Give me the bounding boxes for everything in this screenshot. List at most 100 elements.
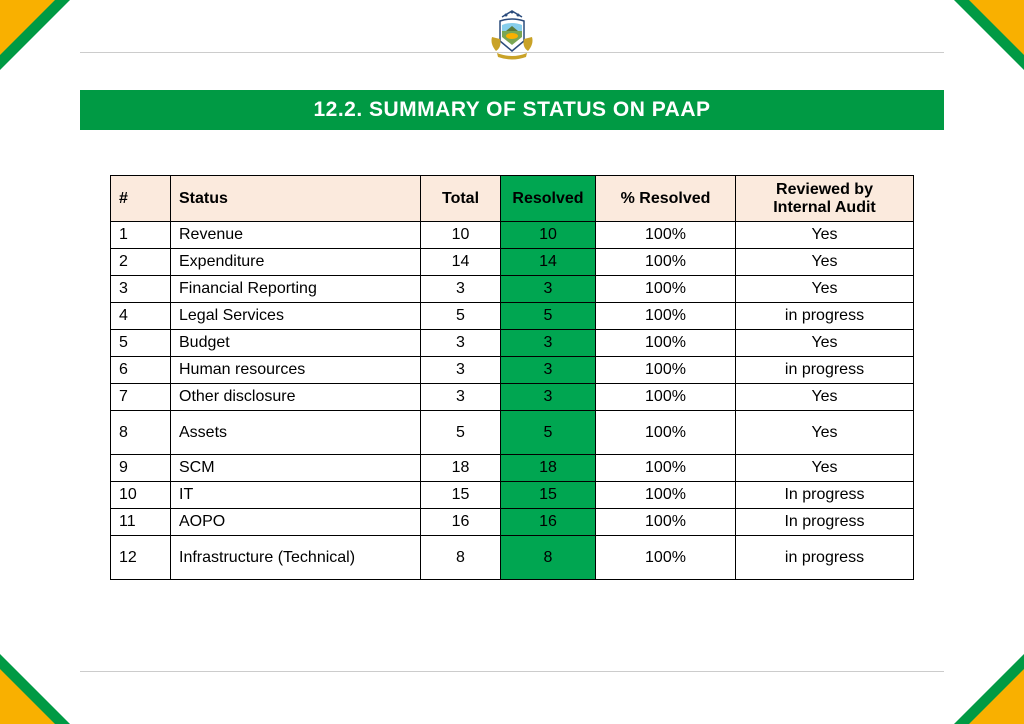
section-title: 12.2. SUMMARY OF STATUS ON PAAP xyxy=(313,98,710,122)
table-cell: 3 xyxy=(501,384,596,411)
table-cell: 8 xyxy=(421,536,501,580)
bottom-divider xyxy=(80,671,944,672)
table-row: 8Assets55100%Yes xyxy=(111,411,914,455)
section-title-bar: 12.2. SUMMARY OF STATUS ON PAAP xyxy=(80,90,944,130)
table-cell: Legal Services xyxy=(171,303,421,330)
corner-decoration xyxy=(0,0,70,70)
table-cell: in progress xyxy=(736,303,914,330)
table-cell: 100% xyxy=(596,455,736,482)
table-cell: 11 xyxy=(111,509,171,536)
table-header-row: #StatusTotalResolved% ResolvedReviewed b… xyxy=(111,176,914,222)
status-table-container: #StatusTotalResolved% ResolvedReviewed b… xyxy=(110,175,914,580)
table-cell: In progress xyxy=(736,509,914,536)
table-cell: 5 xyxy=(111,330,171,357)
table-cell: 10 xyxy=(501,222,596,249)
table-cell: Yes xyxy=(736,411,914,455)
table-header-cell: Total xyxy=(421,176,501,222)
table-cell: in progress xyxy=(736,536,914,580)
table-cell: 100% xyxy=(596,303,736,330)
table-row: 1Revenue1010100%Yes xyxy=(111,222,914,249)
table-cell: Other disclosure xyxy=(171,384,421,411)
table-cell: 10 xyxy=(111,482,171,509)
table-cell: 100% xyxy=(596,509,736,536)
table-cell: 100% xyxy=(596,482,736,509)
table-cell: 3 xyxy=(501,357,596,384)
table-cell: SCM xyxy=(171,455,421,482)
table-cell: AOPO xyxy=(171,509,421,536)
table-cell: Infrastructure (Technical) xyxy=(171,536,421,580)
table-row: 12Infrastructure (Technical)88100%in pro… xyxy=(111,536,914,580)
table-row: 7Other disclosure33100%Yes xyxy=(111,384,914,411)
table-row: 6Human resources33100%in progress xyxy=(111,357,914,384)
table-cell: Revenue xyxy=(171,222,421,249)
table-cell: 10 xyxy=(421,222,501,249)
table-cell: Yes xyxy=(736,222,914,249)
table-cell: Yes xyxy=(736,384,914,411)
table-cell: 2 xyxy=(111,249,171,276)
table-cell: 5 xyxy=(501,411,596,455)
table-cell: 16 xyxy=(501,509,596,536)
table-cell: 3 xyxy=(501,276,596,303)
table-cell: 3 xyxy=(421,330,501,357)
table-cell: Yes xyxy=(736,330,914,357)
table-cell: 18 xyxy=(421,455,501,482)
table-row: 5Budget33100%Yes xyxy=(111,330,914,357)
table-cell: 4 xyxy=(111,303,171,330)
table-cell: Budget xyxy=(171,330,421,357)
table-cell: 5 xyxy=(421,303,501,330)
table-header-cell: Status xyxy=(171,176,421,222)
table-cell: 8 xyxy=(111,411,171,455)
table-row: 4Legal Services55100%in progress xyxy=(111,303,914,330)
table-cell: 5 xyxy=(421,411,501,455)
table-cell: 3 xyxy=(501,330,596,357)
table-cell: 14 xyxy=(421,249,501,276)
table-cell: Yes xyxy=(736,455,914,482)
table-row: 11AOPO1616100%In progress xyxy=(111,509,914,536)
table-cell: Human resources xyxy=(171,357,421,384)
crest-logo xyxy=(477,6,547,66)
table-header-cell: # xyxy=(111,176,171,222)
corner-decoration xyxy=(954,0,1024,70)
table-cell: 100% xyxy=(596,249,736,276)
table-cell: IT xyxy=(171,482,421,509)
table-row: 3Financial Reporting33100%Yes xyxy=(111,276,914,303)
table-cell: 14 xyxy=(501,249,596,276)
table-cell: 3 xyxy=(421,357,501,384)
table-cell: 100% xyxy=(596,536,736,580)
table-cell: 6 xyxy=(111,357,171,384)
table-row: 9SCM1818100%Yes xyxy=(111,455,914,482)
table-cell: 18 xyxy=(501,455,596,482)
table-cell: in progress xyxy=(736,357,914,384)
table-cell: 15 xyxy=(421,482,501,509)
table-cell: 100% xyxy=(596,276,736,303)
table-cell: Assets xyxy=(171,411,421,455)
table-cell: 8 xyxy=(501,536,596,580)
table-header-cell: % Resolved xyxy=(596,176,736,222)
table-cell: 3 xyxy=(111,276,171,303)
table-cell: Expenditure xyxy=(171,249,421,276)
table-cell: 100% xyxy=(596,384,736,411)
table-cell: 5 xyxy=(501,303,596,330)
table-cell: 9 xyxy=(111,455,171,482)
table-cell: 15 xyxy=(501,482,596,509)
table-cell: In progress xyxy=(736,482,914,509)
table-cell: 16 xyxy=(421,509,501,536)
table-cell: 100% xyxy=(596,357,736,384)
table-cell: 100% xyxy=(596,330,736,357)
table-cell: 12 xyxy=(111,536,171,580)
table-cell: 7 xyxy=(111,384,171,411)
table-row: 2Expenditure1414100%Yes xyxy=(111,249,914,276)
table-cell: 100% xyxy=(596,411,736,455)
status-table: #StatusTotalResolved% ResolvedReviewed b… xyxy=(110,175,914,580)
table-header-cell: Resolved xyxy=(501,176,596,222)
table-row: 10IT1515100%In progress xyxy=(111,482,914,509)
table-cell: Yes xyxy=(736,249,914,276)
corner-decoration xyxy=(0,654,70,724)
table-cell: 1 xyxy=(111,222,171,249)
table-cell: Financial Reporting xyxy=(171,276,421,303)
table-cell: 3 xyxy=(421,384,501,411)
table-cell: 3 xyxy=(421,276,501,303)
table-header-cell: Reviewed byInternal Audit xyxy=(736,176,914,222)
corner-decoration xyxy=(954,654,1024,724)
table-cell: 100% xyxy=(596,222,736,249)
